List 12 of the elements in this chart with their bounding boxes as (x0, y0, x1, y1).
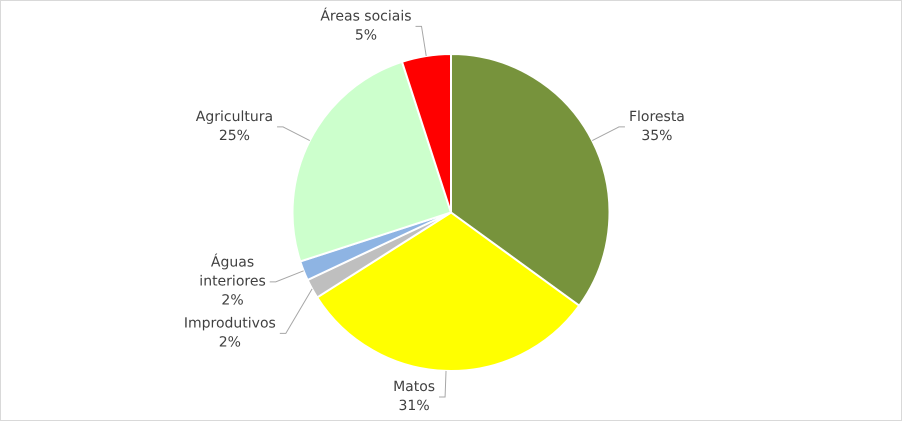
data-label: 31% (398, 398, 430, 414)
slice-label: Floresta (628, 109, 685, 126)
data-label: 2% (221, 292, 244, 309)
slice-label: Improdutivos (184, 316, 276, 332)
slice-label: Agricultura (196, 109, 274, 126)
data-label: 35% (641, 128, 672, 144)
slice-label: Áreas sociais (320, 7, 412, 24)
slice-label: Águas interiores (199, 254, 266, 290)
data-label: 2% (218, 334, 241, 351)
data-label: 25% (218, 128, 250, 144)
data-label: 5% (354, 27, 378, 44)
slice-label: Matos (393, 379, 436, 396)
